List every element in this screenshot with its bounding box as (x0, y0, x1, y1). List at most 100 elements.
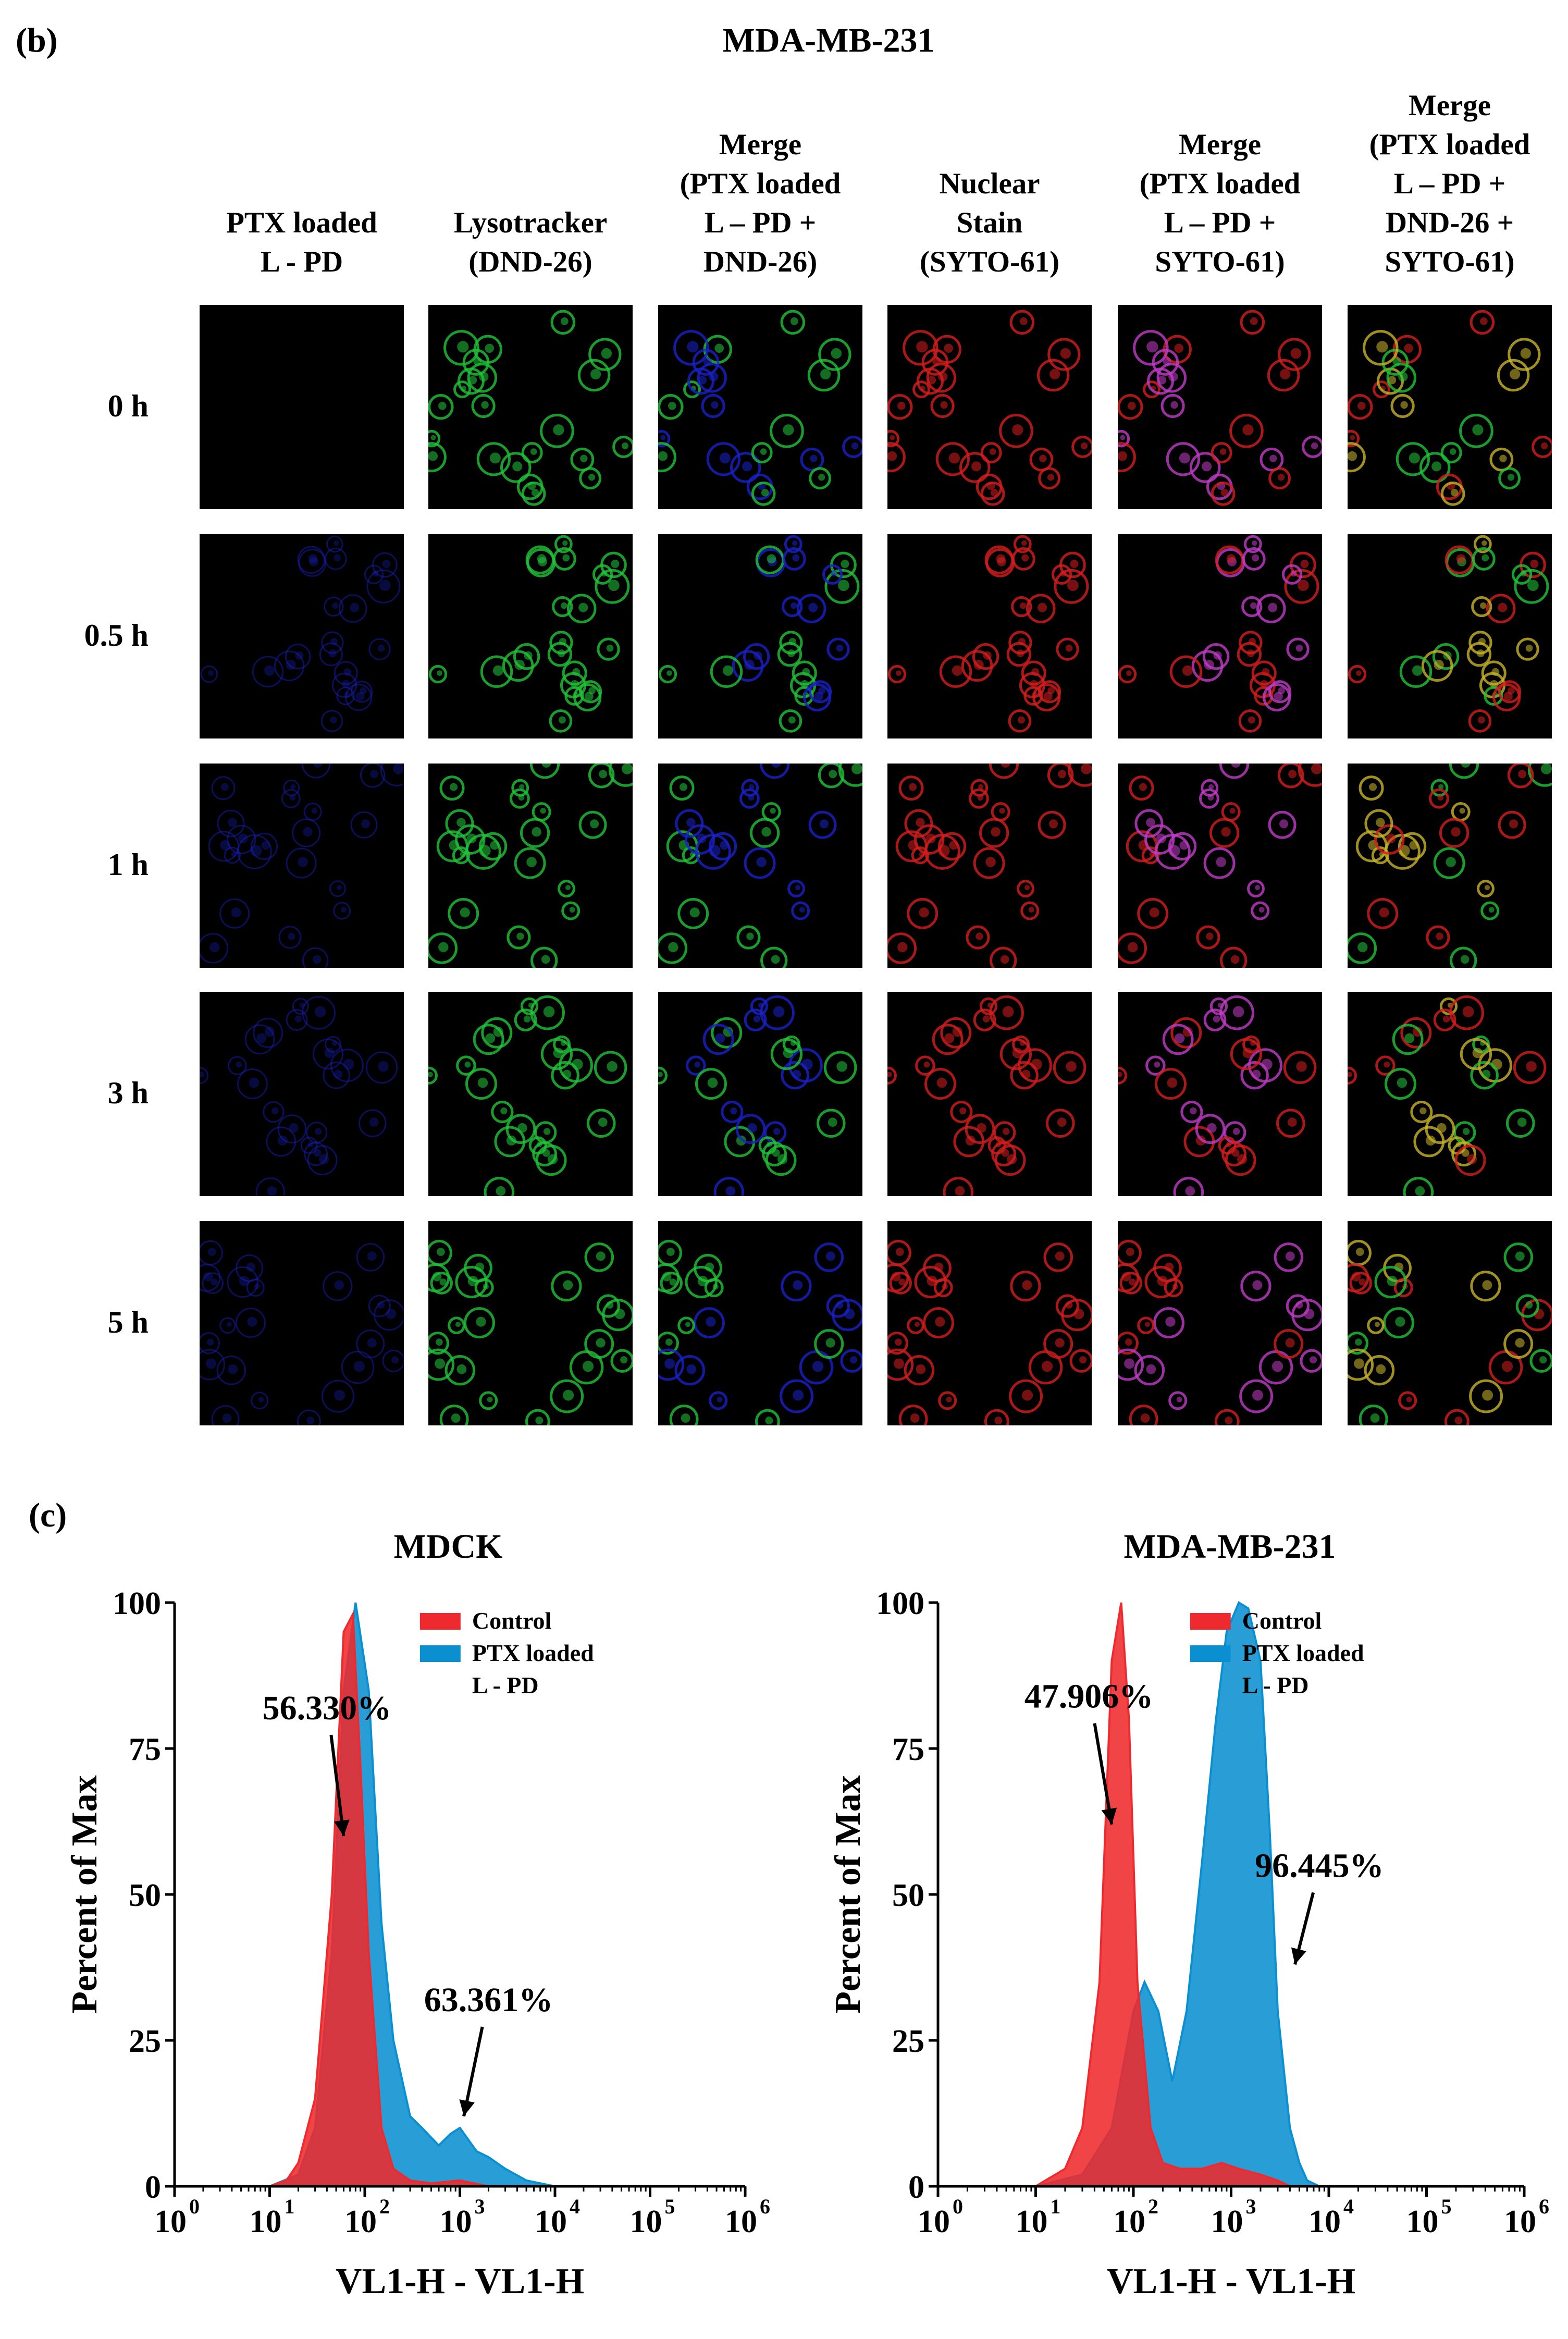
micrograph-nuclear-3 (887, 992, 1092, 1196)
x-tick-label: 10 (918, 2204, 950, 2239)
micrograph-lyso-2 (428, 764, 633, 968)
chart-title-mdck: MDCK (393, 1528, 503, 1566)
x-tick-exponent: 5 (1441, 2195, 1452, 2218)
x-axis-title: VL1-H - VL1-H (336, 2261, 584, 2301)
legend-swatch (419, 1645, 461, 1662)
micrograph-nuclear-4 (887, 1221, 1092, 1425)
x-tick-label: 10 (440, 2204, 472, 2239)
x-tick-exponent: 3 (475, 2195, 485, 2218)
x-tick-label: 10 (1211, 2204, 1243, 2239)
panel-c-letter: (c) (29, 1496, 67, 1534)
legend-swatch (419, 1613, 461, 1630)
column-header-lyso: Lysotracker (DND-26) (453, 206, 608, 278)
x-tick-exponent: 5 (665, 2195, 675, 2218)
percent-annotation: 96.445% (1255, 1846, 1384, 1885)
y-axis-title: Percent of Max (828, 1775, 868, 2013)
row-label-3: 3 h (107, 1076, 149, 1110)
legend-label: L - PD (1242, 1672, 1309, 1698)
column-header-merge2: Merge (PTX loaded L – PD + SYTO-61) (1139, 128, 1301, 278)
y-tick-label: 100 (113, 1586, 161, 1621)
y-tick-label: 0 (908, 2170, 924, 2205)
x-tick-exponent: 3 (1246, 2195, 1256, 2218)
micrograph-merge1-3 (658, 992, 862, 1196)
x-tick-exponent: 6 (760, 2195, 770, 2218)
x-tick-label: 10 (1504, 2204, 1536, 2239)
series-area-control (269, 1610, 489, 2187)
micrograph-merge3-0 (1348, 305, 1552, 509)
micrograph-ptx-3 (200, 992, 404, 1196)
micrograph-merge2-3 (1118, 992, 1322, 1196)
x-tick-exponent: 4 (1343, 2195, 1354, 2218)
row-label-4: 5 h (107, 1305, 149, 1339)
legend-label: PTX loaded (1242, 1640, 1364, 1666)
row-label-2: 1 h (107, 847, 149, 882)
micrograph-merge1-4 (658, 1221, 862, 1425)
column-header-ptx: PTX loaded L - PD (226, 206, 377, 278)
x-tick-exponent: 2 (379, 2195, 390, 2218)
micrograph-merge2-2 (1118, 764, 1322, 968)
micrograph-ptx-4 (200, 1221, 404, 1425)
annotation-arrowhead (459, 2099, 475, 2116)
y-axis-title: Percent of Max (65, 1775, 105, 2013)
percent-annotation: 47.906% (1024, 1678, 1154, 1716)
x-tick-label: 10 (1406, 2204, 1439, 2239)
y-tick-label: 25 (892, 2024, 924, 2059)
micrograph-nuclear-2 (887, 764, 1092, 968)
x-tick-label: 10 (250, 2204, 282, 2239)
x-tick-label: 10 (154, 2204, 187, 2239)
panel-b-title: MDA-MB-231 (722, 21, 935, 59)
x-tick-label: 10 (535, 2204, 567, 2239)
panel-b-letter: (b) (16, 21, 58, 59)
micrograph-nuclear-0 (887, 305, 1092, 509)
x-tick-exponent: 1 (285, 2195, 295, 2218)
column-header-nuclear: Nuclear Stain (SYTO-61) (919, 167, 1060, 278)
row-label-1: 0.5 h (84, 618, 149, 653)
legend-label: Control (1242, 1607, 1322, 1634)
x-tick-label: 10 (344, 2204, 377, 2239)
annotation-arrow (1093, 1723, 1114, 1825)
x-tick-label: 10 (1113, 2204, 1145, 2239)
micrograph-lyso-1 (428, 534, 633, 738)
x-tick-exponent: 4 (570, 2195, 580, 2218)
micrograph-merge3-4 (1348, 1221, 1552, 1425)
micrograph-lyso-0 (428, 305, 633, 509)
x-axis-title: VL1-H - VL1-H (1107, 2261, 1355, 2301)
micrograph-lyso-4 (428, 1221, 633, 1425)
annotation-arrowhead (334, 1819, 350, 1836)
annotation-arrow (329, 1734, 345, 1837)
micrograph-merge3-1 (1348, 534, 1552, 738)
row-label-0: 0 h (107, 389, 149, 423)
micrograph-nuclear-1 (887, 534, 1092, 738)
column-header-merge1: Merge (PTX loaded L – PD + DND-26) (680, 128, 841, 278)
x-tick-exponent: 6 (1539, 2195, 1549, 2218)
y-tick-label: 75 (892, 1732, 924, 1767)
x-tick-exponent: 1 (1051, 2195, 1061, 2218)
micrograph-merge2-1 (1118, 534, 1322, 738)
micrograph-ptx-1 (200, 534, 404, 738)
y-tick-label: 50 (892, 1878, 924, 1913)
micrograph-merge3-3 (1348, 992, 1552, 1196)
y-tick-label: 50 (129, 1878, 161, 1913)
legend-swatch (1190, 1645, 1231, 1662)
x-tick-label: 10 (1016, 2204, 1048, 2239)
micrograph-merge3-2 (1348, 764, 1552, 968)
chart-title-mdamb231: MDA-MB-231 (1123, 1528, 1336, 1566)
y-tick-label: 75 (129, 1732, 161, 1767)
legend-label: Control (472, 1607, 552, 1634)
annotation-arrowhead (1101, 1807, 1117, 1825)
micrograph-merge1-1 (658, 534, 862, 738)
percent-annotation: 56.330% (263, 1689, 392, 1727)
micrograph-ptx-2 (200, 764, 404, 968)
micrograph-ptx-0 (200, 305, 404, 509)
series-area-control (1032, 1602, 1291, 2187)
percent-annotation: 63.361% (424, 1981, 553, 2019)
micrograph-merge1-0 (658, 305, 862, 509)
x-tick-label: 10 (1308, 2204, 1341, 2239)
legend-label: PTX loaded (472, 1640, 594, 1666)
annotation-arrowhead (1291, 1947, 1306, 1965)
x-tick-label: 10 (725, 2204, 757, 2239)
legend-label: L - PD (472, 1672, 539, 1698)
column-header-merge3: Merge (PTX loaded L – PD + DND-26 + SYTO… (1369, 89, 1530, 278)
micrograph-merge2-4 (1118, 1221, 1322, 1425)
